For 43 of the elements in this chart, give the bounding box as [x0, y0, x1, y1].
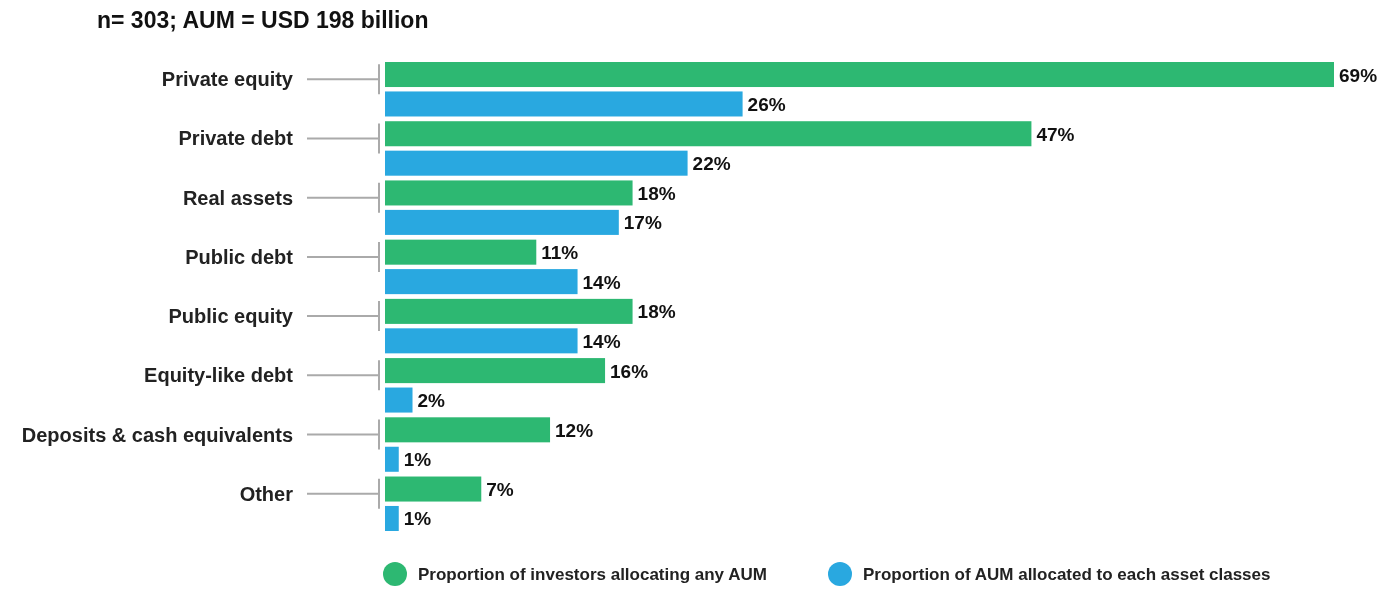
- bar: [385, 209, 619, 235]
- data-label: 26%: [747, 93, 786, 115]
- data-label: 18%: [637, 301, 676, 323]
- bar: [385, 505, 399, 531]
- bar: [385, 358, 606, 384]
- y-tick-label: Deposits & cash equivalents: [21, 423, 293, 446]
- bar: [385, 387, 413, 413]
- bar: [385, 476, 482, 502]
- y-tick-label: Public equity: [168, 305, 294, 328]
- data-label: 11%: [541, 242, 579, 264]
- bar: [385, 180, 633, 206]
- y-tick-label: Other: [239, 482, 294, 505]
- data-label: 14%: [582, 330, 621, 352]
- bar: [385, 328, 578, 354]
- data-label: 47%: [1036, 123, 1075, 145]
- legend-label: Proportion of investors allocating any AUM: [418, 565, 767, 584]
- bar: [385, 62, 1334, 88]
- y-tick-label: Private equity: [161, 68, 294, 91]
- y-tick-label: Public debt: [185, 245, 294, 268]
- y-tick-label: Private debt: [178, 127, 294, 150]
- y-tick-label: Equity-like debt: [144, 364, 294, 387]
- data-label: 12%: [555, 419, 594, 441]
- data-label: 1%: [403, 449, 432, 471]
- legend-label: Proportion of AUM allocated to each asset classes: [863, 565, 1271, 584]
- data-label: 18%: [637, 182, 676, 204]
- data-label: 14%: [582, 271, 621, 293]
- data-label: 7%: [486, 479, 514, 501]
- bar: [385, 91, 743, 117]
- bar: [385, 417, 551, 443]
- bar: [385, 269, 578, 295]
- data-label: 2%: [417, 390, 446, 412]
- data-label: 16%: [610, 360, 649, 382]
- y-tick-label: Real assets: [182, 186, 293, 209]
- bar: [385, 121, 1032, 147]
- bar: [385, 150, 688, 176]
- chart-title: n= 303; AUM = USD 198 billion: [97, 7, 429, 33]
- bar: [385, 298, 633, 324]
- bar: [385, 239, 537, 265]
- data-label: 1%: [403, 508, 432, 530]
- data-label: 17%: [623, 212, 662, 234]
- data-label: 69%: [1339, 64, 1378, 86]
- bar: [385, 446, 399, 472]
- data-label: 22%: [692, 153, 731, 175]
